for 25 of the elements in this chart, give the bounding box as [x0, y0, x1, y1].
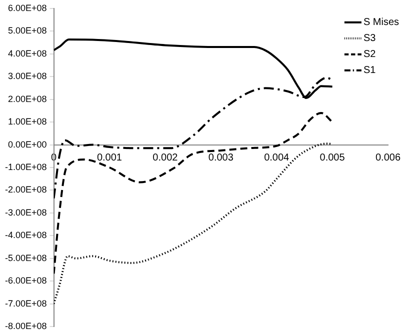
y-tick-label: -5.00E+08	[4, 252, 47, 263]
y-tick-label: -3.00E+08	[4, 207, 47, 218]
y-tick-label: 3.00E+08	[8, 71, 47, 82]
y-tick-label: -2.00E+08	[4, 184, 47, 195]
legend-label: S3	[363, 33, 376, 44]
x-tick-label: 0.006	[375, 152, 401, 164]
y-tick-label: 6.00E+08	[8, 2, 47, 13]
legend-label: S2	[363, 49, 376, 60]
y-tick-label: -7.00E+08	[4, 298, 47, 308]
y-tick-label: -8.00E+08	[4, 321, 47, 332]
x-tick-label: 0.002	[152, 152, 178, 164]
y-tick-label: -1.00E+08	[4, 162, 47, 172]
y-tick-label: 0.00E+00	[8, 139, 47, 150]
x-tick-label: 0.003	[208, 152, 234, 164]
y-tick-label: 5.00E+08	[8, 26, 47, 36]
y-tick-label: 4.00E+08	[8, 48, 47, 58]
y-tick-label: -4.00E+08	[4, 230, 47, 240]
legend-label: S1	[363, 65, 376, 76]
legend-label: S Mises	[363, 17, 399, 28]
x-tick-label: 0.004	[264, 152, 290, 164]
y-tick-label: 2.00E+08	[8, 94, 47, 104]
y-tick-label: 1.00E+08	[8, 116, 47, 127]
x-tick-label: 0.005	[320, 152, 346, 164]
y-tick-label: -6.00E+08	[4, 276, 47, 286]
x-tick-label: 0.001	[96, 152, 122, 164]
